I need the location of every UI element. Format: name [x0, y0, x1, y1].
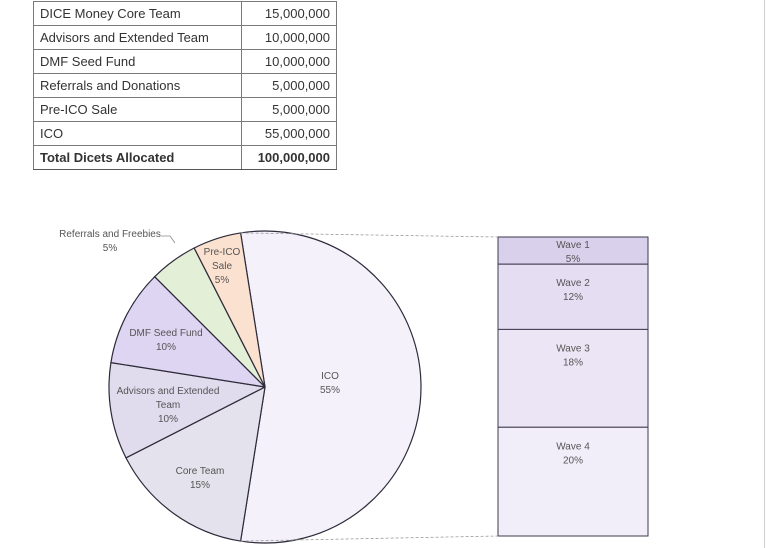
wave-pct-label: 12% [563, 292, 583, 303]
pie-slice [110, 276, 266, 388]
breakdown-bar-segment [497, 426, 649, 537]
wave-pct-label: 20% [563, 455, 583, 466]
table-total-row: Total Dicets Allocated 100,000,000 [33, 145, 337, 170]
slice-name-label: Advisors and Extended [117, 386, 220, 397]
table-row: Pre-ICO Sale 5,000,000 [33, 97, 337, 122]
value-cell: 5,000,000 [241, 97, 337, 122]
table-row: ICO 55,000,000 [33, 121, 337, 146]
connector-line [240, 535, 499, 542]
slice-pct-label: 10% [158, 414, 178, 425]
value-cell: 15,000,000 [241, 1, 337, 26]
allocation-table: DICE Money Core Team 15,000,000 Advisors a… [33, 1, 337, 170]
value-cell: 55,000,000 [241, 121, 337, 146]
table-row: Referrals and Donations 5,000,000 [33, 73, 337, 98]
connector-line [240, 232, 499, 238]
slice-pct-label: 15% [190, 480, 210, 491]
category-cell: Referrals and Donations [33, 73, 242, 98]
table-row: DICE Money Core Team 15,000,000 [33, 1, 337, 26]
page-edge-rule [764, 0, 765, 548]
pie-slice [193, 232, 266, 388]
slice-pct-label: 10% [156, 342, 176, 353]
wave-pct-label: 18% [563, 357, 583, 368]
wave-name-label: Wave 4 [556, 441, 590, 452]
breakdown-bar-segment [497, 328, 649, 428]
wave-name-label: Wave 3 [556, 343, 590, 354]
value-cell: 10,000,000 [241, 49, 337, 74]
slice-pct-label: 55% [320, 385, 340, 396]
slice-name-label: ICO [321, 371, 339, 382]
value-cell: 5,000,000 [241, 73, 337, 98]
category-cell: Pre-ICO Sale [33, 97, 242, 122]
pie-slice [240, 230, 422, 544]
breakdown-bar-segment [497, 263, 649, 330]
slice-name-label: Pre-ICO [204, 247, 241, 258]
slice-name-label: Team [156, 400, 180, 411]
slice-name-label: Sale [212, 261, 232, 272]
wave-name-label: Wave 2 [556, 278, 590, 289]
allocation-table-body: DICE Money Core Team 15,000,000 Advisors a… [33, 1, 337, 170]
category-cell: ICO [33, 121, 242, 146]
pie-slice [108, 362, 266, 459]
category-cell: DICE Money Core Team [33, 1, 242, 26]
slice-name-label: DMF Seed Fund [129, 328, 202, 339]
value-cell: 10,000,000 [241, 25, 337, 50]
category-cell: Total Dicets Allocated [33, 145, 242, 170]
wave-pct-label: 5% [566, 254, 581, 265]
slice-pct-label: 5% [103, 243, 118, 254]
slice-pct-label: 5% [215, 275, 230, 286]
slice-name-label: Referrals and Freebies [59, 229, 161, 240]
table-row: DMF Seed Fund 10,000,000 [33, 49, 337, 74]
pie-slice [125, 386, 266, 542]
leader-line [161, 235, 176, 244]
wave-name-label: Wave 1 [556, 240, 590, 251]
slice-name-label: Core Team [176, 466, 225, 477]
value-cell: 100,000,000 [241, 145, 337, 170]
